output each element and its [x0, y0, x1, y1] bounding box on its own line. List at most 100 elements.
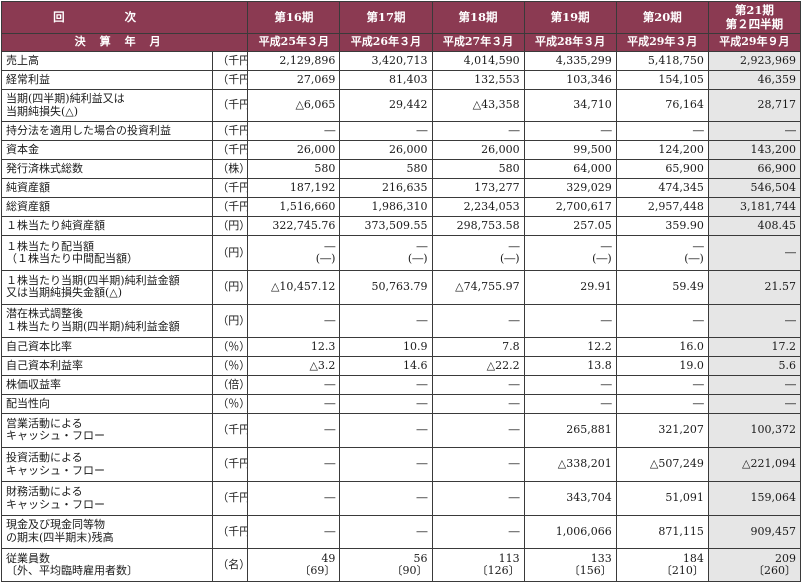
- row-label-text: 投資活動による: [6, 450, 83, 464]
- row-unit: （円）: [212, 303, 249, 339]
- row-label: 現金及び現金同等物 の期末(四半期末)残高: [0, 514, 214, 550]
- value-text: 173,277: [474, 181, 520, 195]
- value-text: 184: [682, 551, 704, 565]
- row-unit: （千円）: [212, 197, 249, 218]
- value-cell: 4,014,590: [431, 51, 525, 71]
- row-unit: （円）: [212, 270, 249, 305]
- row-unit: （％）: [212, 394, 249, 415]
- value-text: 209: [775, 551, 796, 565]
- value-text: 322,745.76: [272, 219, 336, 233]
- value-cell: ―: [339, 514, 433, 550]
- value-cell: ―: [523, 303, 617, 339]
- header-row-date: 決算年月 平成25年３月 平成26年３月 平成27年３月 平成28年３月 平成2…: [0, 33, 802, 52]
- row-label-text: 従業員数: [6, 551, 50, 565]
- value-cell: ―: [339, 121, 433, 142]
- value-cell: ―: [431, 446, 525, 483]
- period-label: 第19期: [523, 1, 617, 34]
- table-row: １株当たり当期(四半期)純利益金額 又は当期純損失金額(△) （円） △10,457.…: [0, 270, 802, 305]
- value-cell: 209 〔260〕: [707, 548, 802, 582]
- value-text: 124,200: [658, 143, 704, 157]
- value-text: ―: [600, 377, 612, 391]
- value-cell: 26,000: [247, 140, 341, 161]
- value-cell: ―: [339, 303, 433, 339]
- value-text: ―: [324, 457, 336, 471]
- row-unit: （％）: [212, 337, 249, 358]
- value-cell: 1,006,066: [523, 514, 617, 550]
- value-text: 2,129,896: [279, 53, 336, 67]
- row-label: 売上高: [0, 51, 214, 71]
- value-text: 50,763.79: [371, 280, 428, 294]
- value-text: ―: [600, 124, 612, 138]
- value-text: 27,069: [296, 72, 336, 86]
- row-label-text-secondary: 又は当期純損失金額(△): [6, 286, 123, 300]
- value-text-secondary: (―): [684, 252, 704, 266]
- value-cell: △6,065: [247, 88, 341, 123]
- row-label: 財務活動による キャッシュ・フロー: [0, 481, 214, 516]
- period-date: 平成25年３月: [247, 33, 341, 52]
- row-label-text: １株当たり純資産額: [6, 219, 105, 233]
- period-date: 平成26年３月: [339, 33, 433, 52]
- value-text: 16.0: [679, 339, 704, 353]
- value-cell: 216,635: [339, 178, 433, 199]
- table-row: 経常利益 （千円） 27,069 81,403 132,553 103,346 154,10…: [0, 70, 802, 90]
- value-text: 3,181,744: [740, 200, 796, 214]
- row-label: 自己資本利益率: [0, 356, 214, 377]
- value-text: 187,192: [289, 181, 336, 195]
- table-row: 株価収益率 （倍） ― ― ― ― ― ―: [0, 375, 802, 396]
- value-cell: 322,745.76: [247, 216, 341, 237]
- value-cell: ―: [247, 394, 341, 415]
- value-text-secondary: 〔90〕: [391, 564, 428, 578]
- value-cell: 26,000: [339, 140, 433, 161]
- value-cell: ―: [247, 375, 341, 396]
- row-unit: （千円）: [212, 413, 249, 448]
- row-label-text-secondary: キャッシュ・フロー: [6, 497, 105, 511]
- value-text: 103,346: [566, 72, 612, 86]
- value-text: △43,358: [472, 98, 520, 112]
- row-label-text: 発行済株式総数: [6, 162, 83, 176]
- header-row-period: 回次 第16期 第17期 第18期 第19期 第20期 第21期 第２四半期: [0, 1, 802, 34]
- value-text: 12.3: [310, 339, 336, 353]
- value-text: 5,418,750: [647, 53, 704, 67]
- value-cell: 154,105: [615, 70, 709, 90]
- row-label-text-secondary: の期末(四半期末)残高: [6, 531, 114, 545]
- value-text: 17.2: [771, 339, 797, 353]
- value-text: △338,201: [557, 457, 612, 471]
- row-unit: （千円）: [212, 88, 249, 123]
- corner-label-fiscal-date: 決算年月: [0, 33, 249, 52]
- row-label-text: 営業活動による: [6, 416, 83, 430]
- table-row: １株当たり純資産額 （円） 322,745.76 373,509.55 298,753.…: [0, 216, 802, 237]
- value-text: 4,014,590: [463, 53, 520, 67]
- row-label-text: 自己資本比率: [6, 339, 72, 353]
- value-cell: 49 〔69〕: [247, 548, 341, 582]
- row-label: 配当性向: [0, 394, 214, 415]
- value-text: ―: [785, 124, 796, 138]
- row-label-text: 資本金: [6, 143, 39, 157]
- value-cell: 265,881: [523, 413, 617, 448]
- row-unit: （千円）: [212, 70, 249, 90]
- value-text: △6,065: [295, 98, 336, 112]
- value-cell: ―: [707, 121, 802, 142]
- value-text: 321,207: [658, 423, 704, 437]
- table-row: 当期(四半期)純利益又は当期純損失(△)（千円）△6,06529,442△43,…: [0, 88, 802, 123]
- value-text: ―: [692, 377, 704, 391]
- table-row: 従業員数 〔外、平均臨時雇用者数〕 （名） 49 〔69〕 56 〔90〕 113 〔126〕 1…: [0, 548, 802, 582]
- row-label-text-secondary: 当期純損失(△): [6, 104, 79, 118]
- value-text: ―: [416, 124, 428, 138]
- value-cell: 329,029: [523, 178, 617, 199]
- value-text: 65,900: [665, 162, 704, 176]
- value-cell: 871,115: [615, 514, 709, 550]
- value-text: ―: [508, 423, 520, 437]
- value-text: ―: [508, 491, 520, 505]
- row-label-text: 売上高: [6, 53, 39, 67]
- value-text-secondary: 〔156〕: [568, 564, 612, 578]
- value-text: △74,755.97: [455, 280, 520, 294]
- row-label-text: 持分法を適用した場合の投資利益: [6, 124, 171, 138]
- row-unit: （円）: [212, 235, 249, 272]
- value-text: ―: [508, 313, 520, 327]
- value-cell: △221,094: [707, 446, 802, 483]
- period-date: 平成27年３月: [431, 33, 525, 52]
- table-row: 配当性向 （％） ― ― ― ― ― ―: [0, 394, 802, 415]
- value-text: ―: [324, 377, 336, 391]
- value-cell: ―: [615, 303, 709, 339]
- value-cell: 184 〔210〕: [615, 548, 709, 582]
